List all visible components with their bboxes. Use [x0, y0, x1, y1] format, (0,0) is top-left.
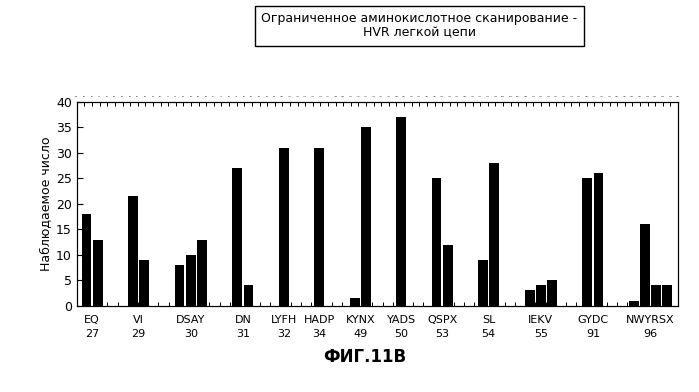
Text: HADP: HADP — [303, 315, 335, 325]
Text: DSAY: DSAY — [176, 315, 206, 325]
Text: 55: 55 — [534, 328, 548, 339]
Text: YADS: YADS — [387, 315, 416, 325]
Text: 96: 96 — [644, 328, 658, 339]
Text: EQ: EQ — [84, 315, 100, 325]
Text: 29: 29 — [131, 328, 145, 339]
Text: 91: 91 — [586, 328, 600, 339]
Bar — [489, 163, 499, 306]
Bar — [361, 127, 370, 306]
Text: VI: VI — [134, 315, 144, 325]
Bar — [640, 224, 650, 306]
Bar — [651, 285, 661, 306]
Bar — [128, 196, 138, 306]
Bar — [629, 301, 639, 306]
Text: LYFH: LYFH — [271, 315, 297, 325]
Bar — [243, 285, 253, 306]
Text: 32: 32 — [277, 328, 291, 339]
Bar — [593, 173, 603, 306]
Text: ФИГ.11В: ФИГ.11В — [324, 348, 407, 366]
Text: 49: 49 — [353, 328, 368, 339]
Y-axis label: Наблюдаемое число: Наблюдаемое число — [39, 136, 52, 271]
Text: 31: 31 — [236, 328, 250, 339]
Text: 50: 50 — [394, 328, 408, 339]
Bar — [432, 178, 442, 306]
Bar — [139, 260, 149, 306]
Text: DN: DN — [234, 315, 251, 325]
Bar — [350, 298, 359, 306]
Text: QSPX: QSPX — [427, 315, 457, 325]
Text: 27: 27 — [85, 328, 99, 339]
Bar — [478, 260, 488, 306]
Bar — [396, 117, 406, 306]
Text: IEKV: IEKV — [528, 315, 554, 325]
Bar — [279, 148, 289, 306]
Text: GYDC: GYDC — [577, 315, 609, 325]
Text: 54: 54 — [482, 328, 496, 339]
Text: 34: 34 — [312, 328, 326, 339]
Bar — [443, 245, 453, 306]
Bar — [197, 240, 207, 306]
Bar — [547, 280, 557, 306]
Text: 53: 53 — [435, 328, 449, 339]
Bar — [93, 240, 103, 306]
Bar — [315, 148, 324, 306]
Bar — [82, 214, 92, 306]
Bar — [582, 178, 592, 306]
Text: 30: 30 — [184, 328, 198, 339]
Bar — [525, 290, 535, 306]
Text: SL: SL — [482, 315, 496, 325]
Text: NWYRSX: NWYRSX — [626, 315, 675, 325]
Text: Ограниченное аминокислотное сканирование -
HVR легкой цепи: Ограниченное аминокислотное сканирование… — [261, 12, 577, 40]
Bar — [663, 285, 672, 306]
Bar — [536, 285, 546, 306]
Bar — [186, 255, 196, 306]
Bar — [232, 168, 242, 306]
Bar — [175, 265, 185, 306]
Text: KYNX: KYNX — [345, 315, 375, 325]
